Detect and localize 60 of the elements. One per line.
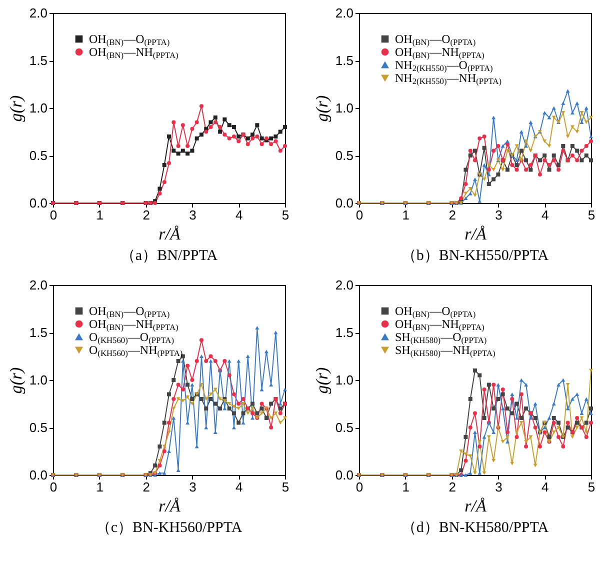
- x-tick-label: 4: [235, 480, 243, 494]
- x-tick-label: 4: [235, 208, 243, 222]
- x-tick-label: 4: [541, 480, 549, 494]
- text: （c）BN-KH560/PPTA: [96, 520, 242, 536]
- x-tick-label: 2: [448, 480, 456, 494]
- x-tick-label: 5: [588, 208, 596, 222]
- text: （a）BN/PPTA: [120, 248, 218, 264]
- y-tick-label: 0.0: [335, 468, 354, 482]
- x-tick-label: 1: [96, 480, 104, 494]
- x-tick-label: 3: [495, 208, 502, 222]
- x-tick-label: 3: [495, 480, 502, 494]
- y-tick-label: 2.0: [29, 6, 48, 20]
- y-axis-title: g(r): [6, 366, 26, 394]
- y-tick-label: 1.5: [335, 325, 354, 340]
- x-tick-label: 1: [402, 208, 410, 222]
- x-axis-title: r/Å: [464, 496, 487, 516]
- y-tick-label: 1.0: [335, 100, 354, 116]
- x-axis-title: r/Å: [158, 224, 181, 244]
- x-tick-label: 5: [588, 480, 596, 494]
- legend-label: OH$_{(BN)}$—O$_{(PPTA)}$: [395, 304, 476, 319]
- y-tick-label: 0.0: [335, 196, 354, 210]
- y-tick-label: 2.0: [335, 278, 354, 292]
- y-tick-label: 1.5: [29, 325, 48, 340]
- y-axis-title: g(r): [312, 94, 332, 122]
- y-tick-label: 1.0: [335, 372, 354, 388]
- x-tick-label: 4: [541, 208, 549, 222]
- x-tick-label: 0: [50, 208, 58, 222]
- x-tick-label: 1: [402, 480, 410, 494]
- x-tick-label: 2: [142, 208, 150, 222]
- legend-label: OH$_{(BN)}$—O$_{(PPTA)}$: [89, 32, 170, 47]
- y-tick-label: 1.5: [335, 53, 354, 68]
- y-tick-label: 1.0: [29, 100, 48, 116]
- legend-label: OH$_{(BN)}$—O$_{(PPTA)}$: [89, 304, 170, 319]
- x-tick-label: 1: [96, 208, 104, 222]
- x-tick-label: 2: [142, 480, 150, 494]
- text: （d）BN-KH580/PPTA: [401, 520, 549, 536]
- x-axis-title: r/Å: [158, 496, 181, 516]
- y-tick-label: 0.5: [335, 420, 354, 435]
- y-tick-label: 0.0: [29, 196, 48, 210]
- x-tick-label: 5: [282, 480, 290, 494]
- x-axis-title: r/Å: [464, 224, 487, 244]
- y-axis-title: g(r): [312, 366, 332, 394]
- y-tick-label: 0.0: [29, 468, 48, 482]
- x-tick-label: 3: [189, 480, 196, 494]
- y-tick-label: 1.0: [29, 372, 48, 388]
- y-tick-label: 0.5: [29, 420, 48, 435]
- y-tick-label: 1.5: [29, 53, 48, 68]
- y-tick-label: 0.5: [29, 148, 48, 163]
- x-tick-label: 3: [189, 208, 196, 222]
- y-tick-label: 2.0: [335, 6, 354, 20]
- x-tick-label: 5: [282, 208, 290, 222]
- y-tick-label: 2.0: [29, 278, 48, 292]
- text: （b）BN-KH550/PPTA: [401, 248, 549, 264]
- x-tick-label: 0: [356, 480, 364, 494]
- y-tick-label: 0.5: [335, 148, 354, 163]
- y-axis-title: g(r): [6, 94, 26, 122]
- x-tick-label: 0: [50, 480, 58, 494]
- x-tick-label: 0: [356, 208, 364, 222]
- x-tick-label: 2: [448, 208, 456, 222]
- legend-label: OH$_{(BN)}$—O$_{(PPTA)}$: [395, 32, 476, 47]
